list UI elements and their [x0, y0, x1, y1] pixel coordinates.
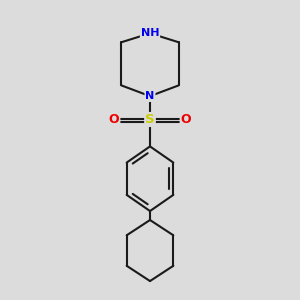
Text: N: N: [146, 91, 154, 101]
Text: O: O: [181, 113, 191, 126]
Text: NH: NH: [141, 28, 159, 38]
Text: S: S: [145, 113, 155, 126]
Text: O: O: [109, 113, 119, 126]
